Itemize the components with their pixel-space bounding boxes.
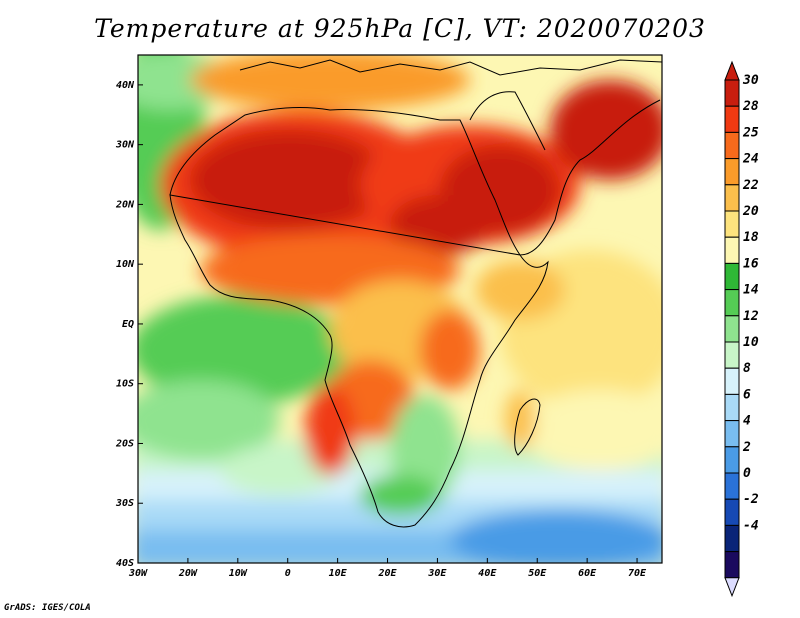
lat-label: 30N [115, 140, 135, 151]
lon-label: 20W [178, 568, 198, 579]
lat-label: 10S [116, 379, 134, 390]
colorbar-label: 10 [743, 335, 759, 350]
colorbar-label: 8 [743, 361, 751, 376]
lat-label: EQ [122, 319, 134, 330]
colorbar-segment [724, 79, 740, 107]
colorbar-segment [724, 446, 740, 474]
lat-label: 10N [116, 259, 135, 270]
colorbar-segment [724, 472, 740, 500]
colorbar-label: -2 [743, 492, 759, 507]
lat-label: 20N [115, 199, 135, 210]
colorbar-segment [724, 236, 740, 264]
colorbar-label: 4 [743, 414, 751, 429]
colorbar-label: 24 [742, 152, 759, 167]
colorbar-segment [724, 131, 740, 160]
colorbar-segment [724, 158, 740, 186]
temperature-field [138, 55, 662, 563]
colorbar-segment [724, 184, 740, 212]
lon-label: 30E [427, 568, 447, 579]
colorbar-label: 30 [742, 73, 759, 88]
lon-label: 20E [377, 568, 397, 579]
colorbar-label: 14 [743, 283, 759, 298]
colorbar-label: 0 [743, 466, 751, 481]
colorbar-segment [724, 367, 740, 395]
colorbar-segment [724, 393, 740, 422]
colorbar-segment [724, 524, 740, 553]
colorbar-bottom-triangle [724, 577, 740, 598]
colorbar-segment [724, 105, 740, 133]
lon-label: 70E [628, 568, 647, 579]
colorbar-top-triangle [724, 60, 740, 81]
map-title: Temperature at 925hPa [C], VT: 202007020… [94, 14, 706, 43]
lon-label: 50E [528, 568, 547, 579]
colorbar-label: 12 [743, 309, 759, 324]
map-frame [137, 54, 663, 564]
colorbar-label: -4 [743, 518, 759, 533]
colorbar-segment [724, 315, 740, 343]
colorbar-label: 18 [743, 230, 759, 245]
colorbar-label: 6 [743, 387, 751, 402]
lat-label: 20S [115, 438, 134, 449]
lon-label: 10W [229, 568, 248, 579]
credit-label: GrADS: IGES/COLA [4, 603, 91, 613]
longitude-labels: 30W 20W 10W 0 10E 20E 30E 40E 50E 60E 70E [128, 568, 647, 579]
colorbar-label: 16 [743, 256, 759, 271]
lon-label: 40E [478, 568, 497, 579]
colorbar-segment [724, 551, 740, 579]
lon-label: 60E [578, 568, 597, 579]
lon-label: 30W [128, 568, 148, 579]
colorbar-segment [724, 420, 740, 448]
colorbar-segment [724, 262, 740, 291]
colorbar-label: 22 [742, 178, 759, 193]
colorbar-label: 28 [742, 99, 759, 114]
coastlines [169, 59, 663, 528]
colorbar-segment [724, 210, 740, 238]
colorbar-segment [724, 498, 740, 526]
lat-label: 40N [116, 80, 135, 91]
lat-label: 30S [115, 498, 134, 509]
colorbar-label: 2 [742, 440, 751, 455]
lon-label: 10E [329, 568, 348, 579]
colorbar-label: 25 [742, 125, 759, 140]
lon-label: 0 [285, 568, 291, 579]
axis-ticks [137, 84, 638, 564]
latitude-labels: 40N 30N 20N 10N EQ 10S 20S 30S 40S [115, 80, 135, 569]
colorbar-segment [724, 341, 740, 369]
lat-label: 40S [116, 558, 134, 569]
colorbar-segment [724, 289, 740, 317]
colorbar-label: 20 [742, 204, 759, 219]
